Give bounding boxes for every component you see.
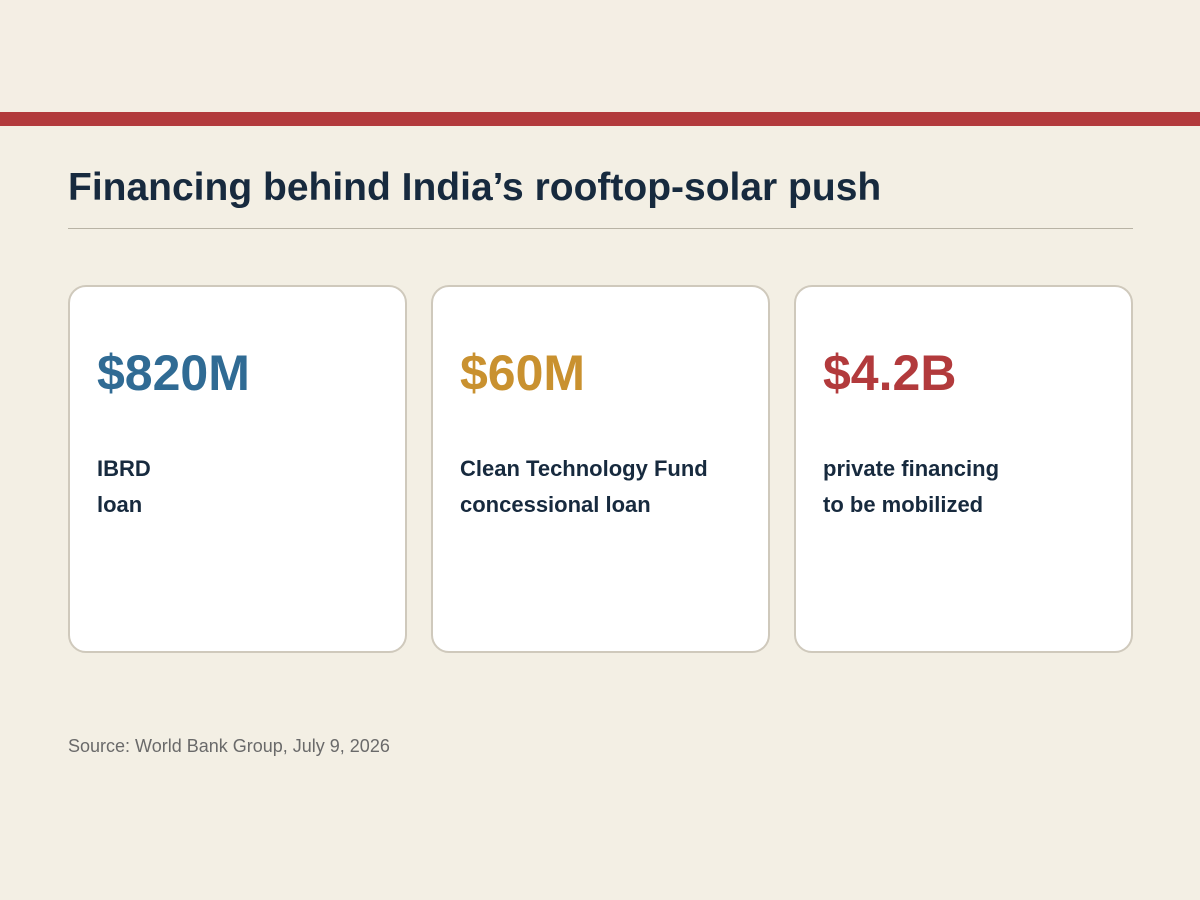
stat-label-line: Clean Technology Fund: [460, 456, 708, 481]
stat-label: private financing to be mobilized: [823, 451, 999, 523]
stat-label-line: loan: [97, 492, 143, 517]
stat-label: Clean Technology Fund concessional loan: [460, 451, 708, 523]
stat-card-ibrd-loan: $820M IBRD loan: [68, 285, 407, 653]
stat-label-line: private financing: [823, 456, 1000, 481]
stat-value: $4.2B: [823, 345, 957, 401]
stat-label-line: IBRD: [97, 456, 151, 481]
accent-stripe: [0, 112, 1200, 126]
stat-label-line: concessional loan: [460, 492, 651, 517]
title-divider: [68, 228, 1133, 229]
page-title: Financing behind India’s rooftop-solar p…: [68, 166, 882, 209]
stat-value: $60M: [460, 345, 586, 401]
stat-label-line: to be mobilized: [823, 492, 984, 517]
stat-card-clean-technology-fund: $60M Clean Technology Fund concessional …: [431, 285, 770, 653]
source-note: Source: World Bank Group, July 9, 2026: [68, 736, 390, 756]
stat-value: $820M: [97, 345, 250, 401]
stat-label: IBRD loan: [97, 451, 151, 523]
stat-card-private-financing: $4.2B private financing to be mobilized: [794, 285, 1133, 653]
top-band: [0, 0, 1200, 112]
